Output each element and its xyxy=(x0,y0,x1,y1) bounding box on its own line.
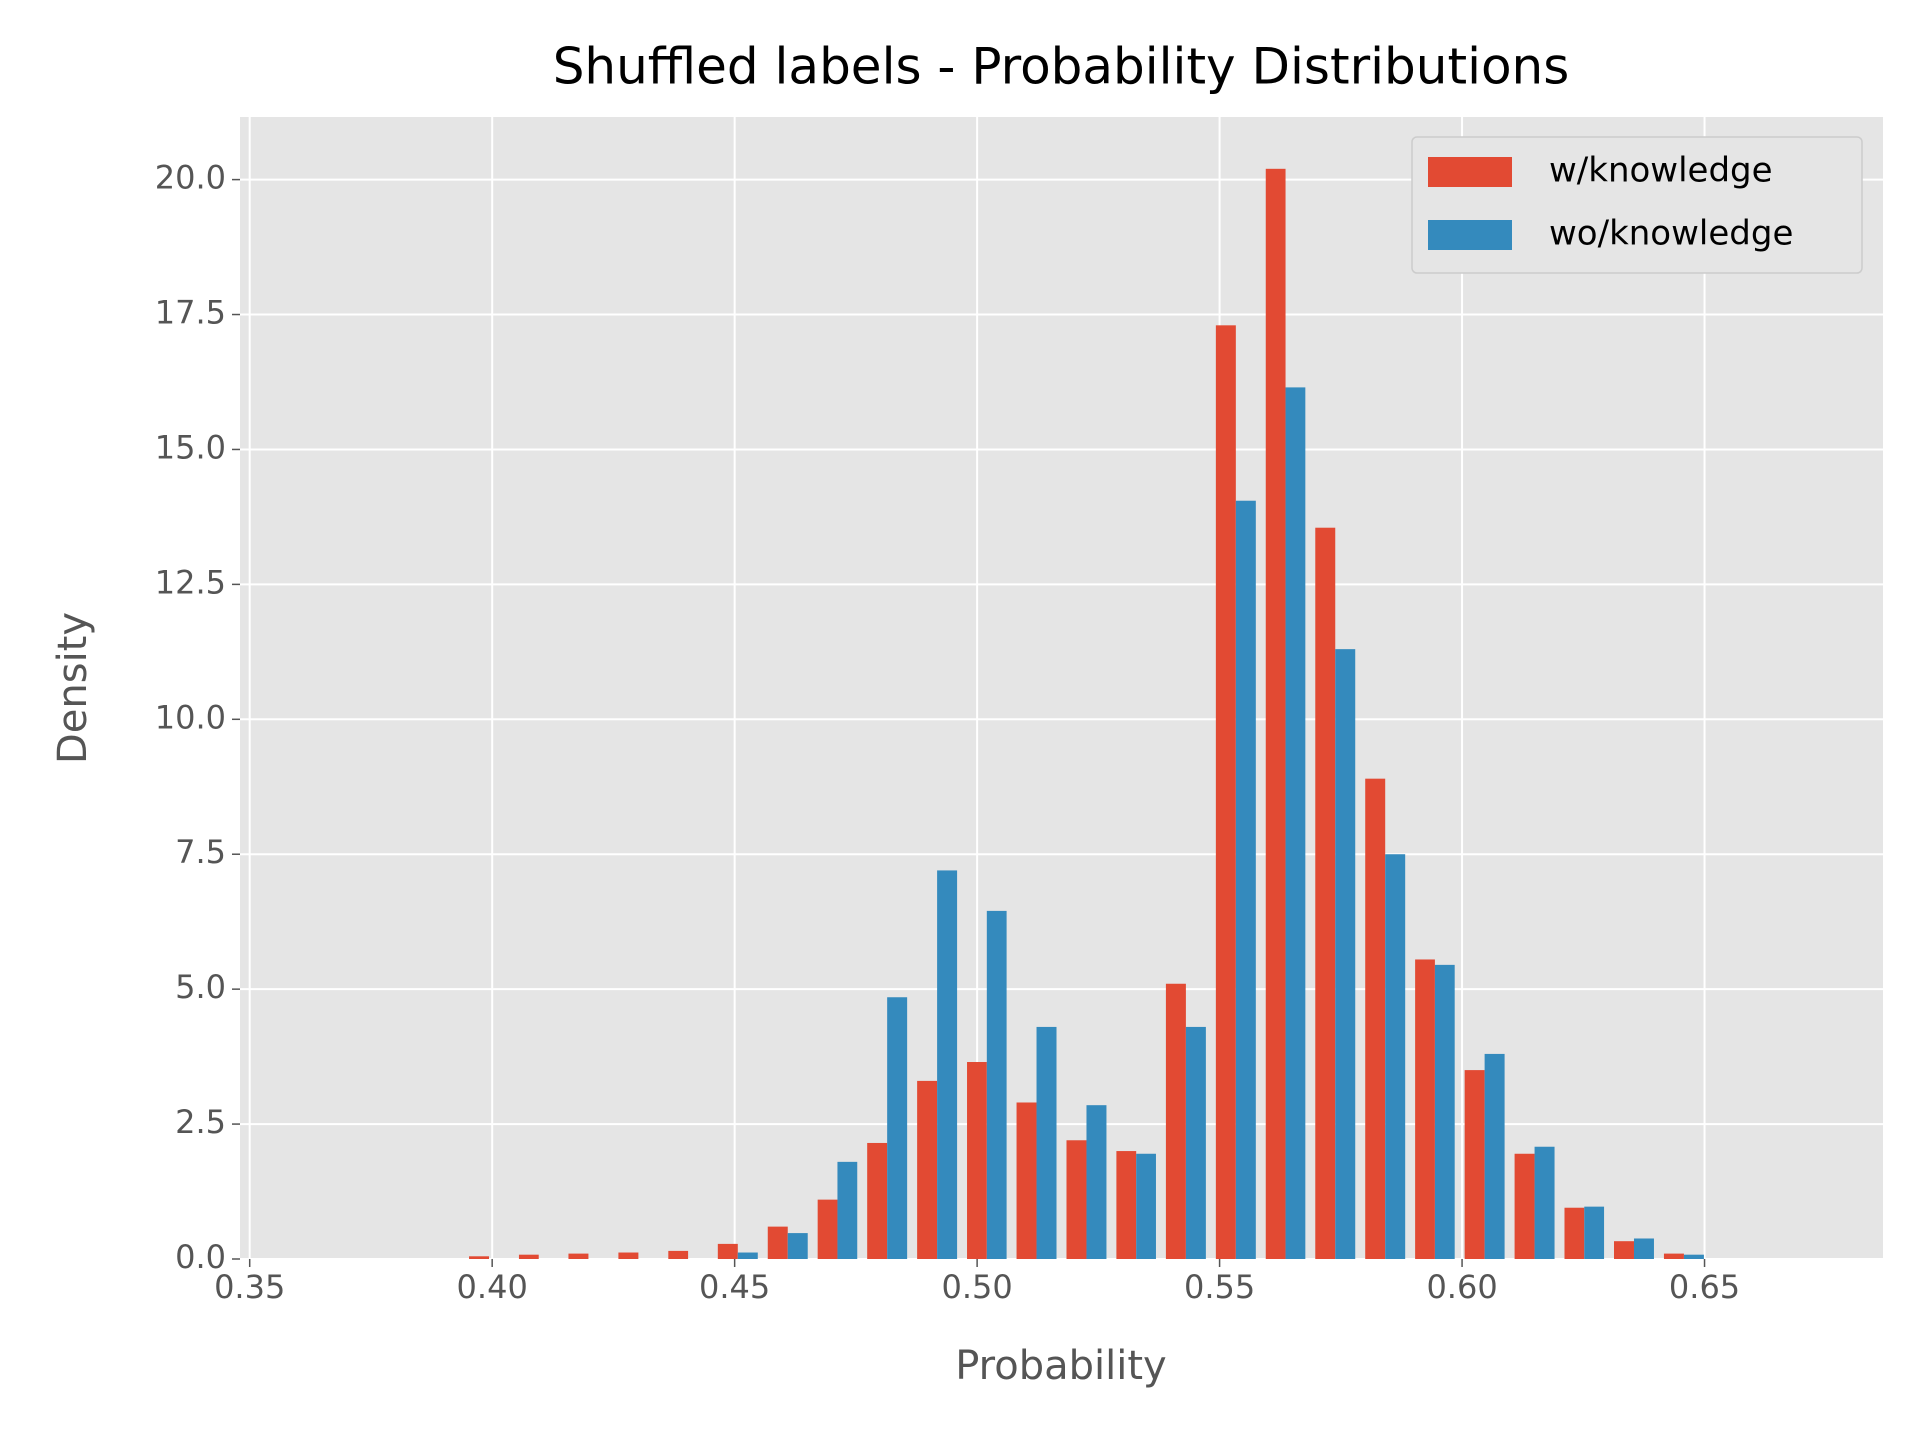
bar xyxy=(937,870,958,1259)
bar xyxy=(469,1256,490,1259)
bar xyxy=(1584,1206,1605,1259)
x-tick-label: 0.55 xyxy=(1184,1268,1255,1306)
y-tick-label: 0.0 xyxy=(175,1238,226,1276)
x-tick-label: 0.65 xyxy=(1669,1268,1740,1306)
bar xyxy=(1165,983,1186,1259)
bar xyxy=(787,1233,808,1259)
bar xyxy=(1265,168,1286,1260)
bar xyxy=(1434,964,1455,1259)
bar xyxy=(1514,1153,1535,1259)
bar xyxy=(1484,1053,1505,1259)
bar xyxy=(967,1062,987,1259)
y-tick-label: 2.5 xyxy=(175,1103,226,1141)
y-tick-label: 5.0 xyxy=(175,968,226,1006)
legend-swatch xyxy=(1428,220,1512,250)
bar xyxy=(1534,1146,1555,1259)
bar xyxy=(717,1243,738,1259)
legend-swatch xyxy=(1428,157,1512,187)
bar xyxy=(568,1253,589,1259)
y-tick-label: 17.5 xyxy=(155,294,226,332)
y-tick-label: 20.0 xyxy=(155,159,226,197)
bar xyxy=(1564,1207,1585,1259)
bar xyxy=(1066,1140,1087,1259)
bar xyxy=(1315,527,1336,1259)
bar xyxy=(917,1080,938,1259)
bar xyxy=(767,1226,788,1259)
x-tick-label: 0.45 xyxy=(699,1268,770,1306)
bar xyxy=(817,1199,838,1259)
bar xyxy=(1683,1254,1704,1259)
bar xyxy=(1614,1241,1634,1259)
legend-label: wo/knowledge xyxy=(1549,214,1793,254)
bar xyxy=(1415,959,1435,1259)
y-tick-label: 10.0 xyxy=(155,698,226,736)
y-tick-label: 15.0 xyxy=(155,428,226,466)
legend-box xyxy=(1411,136,1863,274)
bar xyxy=(986,910,1007,1259)
chart-title: Shuffled labels - Probability Distributi… xyxy=(553,38,1570,96)
bar xyxy=(1086,1105,1107,1259)
x-axis-label: Probability xyxy=(955,1343,1166,1389)
bar xyxy=(1365,778,1386,1259)
bar xyxy=(1136,1153,1156,1259)
y-tick-label: 12.5 xyxy=(155,563,226,601)
bar xyxy=(1335,649,1356,1259)
bar xyxy=(1215,325,1236,1259)
x-tick-label: 0.40 xyxy=(457,1268,528,1306)
bar xyxy=(1036,1026,1057,1259)
bar xyxy=(887,997,908,1259)
bar xyxy=(1385,854,1406,1259)
bar xyxy=(837,1161,858,1259)
bar xyxy=(1633,1238,1654,1259)
bar xyxy=(1016,1102,1037,1259)
bar xyxy=(737,1252,758,1259)
plot-background xyxy=(240,117,1883,1259)
bar xyxy=(1464,1070,1485,1259)
bar xyxy=(1116,1151,1137,1259)
bar xyxy=(518,1254,539,1259)
bar xyxy=(1285,387,1306,1260)
bar xyxy=(668,1250,689,1259)
x-tick-label: 0.50 xyxy=(941,1268,1012,1306)
bar xyxy=(618,1252,639,1259)
x-tick-label: 0.60 xyxy=(1426,1268,1497,1306)
bar xyxy=(867,1142,888,1259)
y-tick-label: 7.5 xyxy=(175,833,226,871)
bar xyxy=(1663,1253,1684,1259)
legend-label: w/knowledge xyxy=(1549,151,1773,191)
bar xyxy=(1235,500,1256,1259)
y-axis-label: Density xyxy=(50,612,96,764)
x-tick-label: 0.35 xyxy=(214,1268,285,1306)
bar xyxy=(1185,1026,1206,1259)
